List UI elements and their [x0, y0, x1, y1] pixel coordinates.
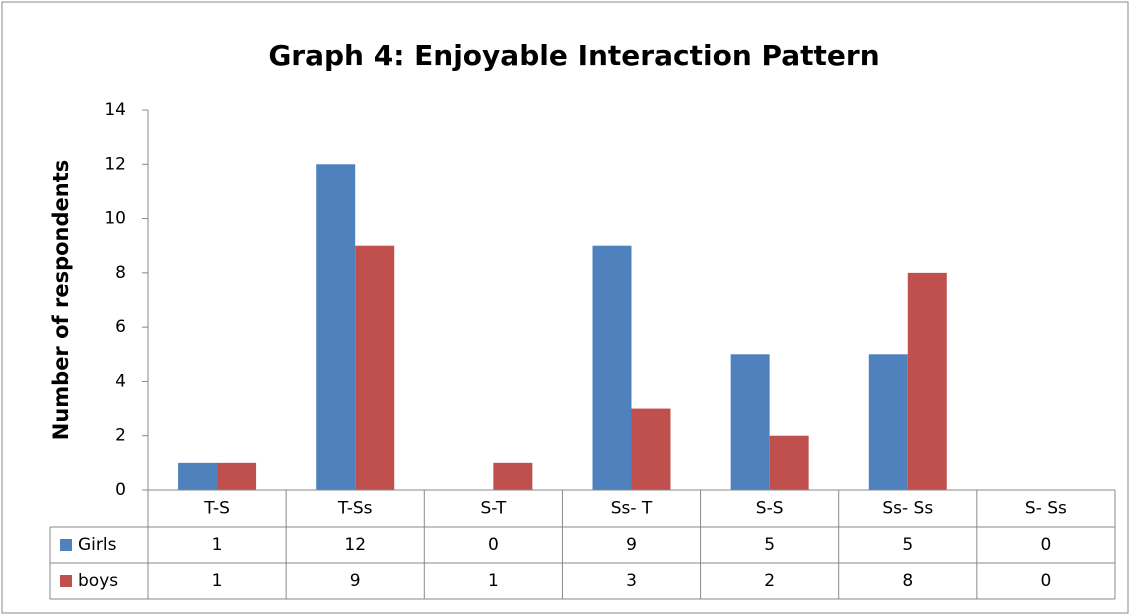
bar — [217, 462, 257, 490]
y-tick-label: 8 — [115, 263, 126, 283]
legend-key — [60, 539, 72, 551]
legend-label: Girls — [78, 535, 117, 555]
x-tick-label: Ss- T — [611, 499, 653, 519]
y-tick-label: 6 — [115, 317, 126, 337]
x-tick-label: Ss- Ss — [882, 499, 933, 519]
x-tick-label: S-T — [480, 499, 506, 519]
table-value: 5 — [902, 535, 913, 555]
x-tick-label: T-Ss — [337, 499, 373, 519]
x-tick-label: T-S — [203, 499, 230, 519]
bar — [592, 245, 632, 490]
bar — [868, 354, 908, 490]
bar — [730, 354, 770, 490]
y-tick-label: 0 — [115, 480, 126, 500]
table-value: 1 — [488, 571, 499, 591]
table-value: 8 — [902, 571, 913, 591]
table-value: 12 — [344, 535, 366, 555]
bar — [769, 435, 809, 490]
bar — [178, 462, 218, 490]
bar — [907, 272, 947, 490]
table-value: 0 — [1041, 535, 1052, 555]
x-tick-label: S-S — [756, 499, 784, 519]
bar — [493, 462, 533, 490]
table-value: 9 — [626, 535, 637, 555]
y-tick-label: 12 — [104, 154, 126, 174]
y-tick-label: 14 — [104, 100, 126, 120]
legend-label: boys — [78, 571, 118, 591]
chart-title: Graph 4: Enjoyable Interaction Pattern — [268, 39, 879, 72]
y-tick-label: 2 — [115, 426, 126, 446]
table-value: 1 — [212, 535, 223, 555]
table-value: 9 — [350, 571, 361, 591]
y-tick-label: 10 — [104, 209, 126, 229]
table-value: 1 — [212, 571, 223, 591]
table-value: 5 — [764, 535, 775, 555]
legend-key — [60, 575, 72, 587]
bar — [355, 245, 395, 490]
bar — [631, 408, 671, 490]
table-value: 0 — [488, 535, 499, 555]
table-value: 2 — [764, 571, 775, 591]
x-tick-label: S- Ss — [1025, 499, 1067, 519]
table-value: 0 — [1041, 571, 1052, 591]
table-value: 3 — [626, 571, 637, 591]
y-tick-label: 4 — [115, 371, 126, 391]
y-axis-title: Number of respondents — [49, 160, 73, 441]
bar — [316, 164, 356, 491]
